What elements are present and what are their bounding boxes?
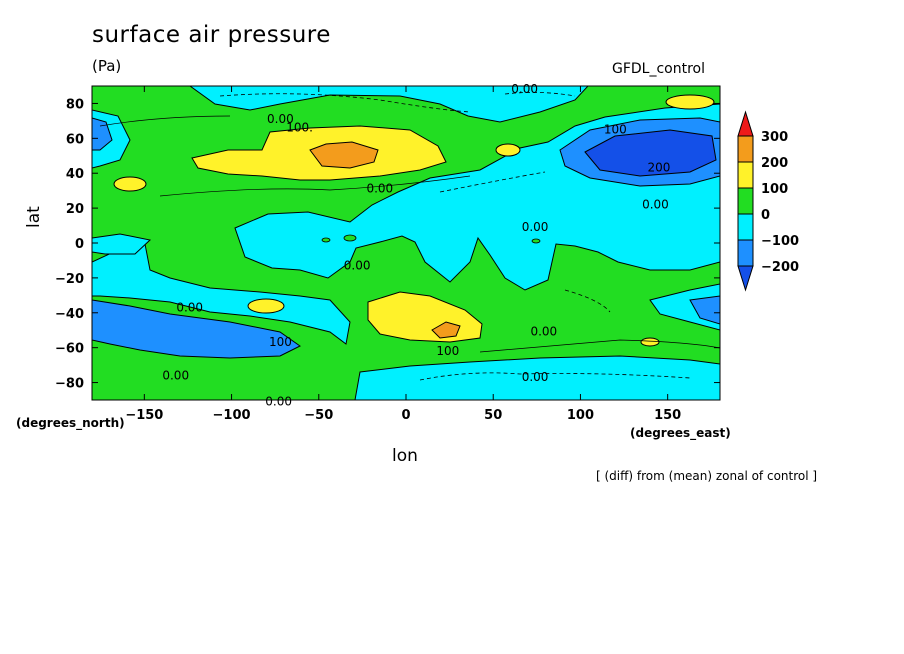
y-tick-label: 80 (66, 97, 84, 112)
field-south-west (92, 243, 351, 345)
contour-neg-d (439, 171, 546, 193)
contour-neg-a (219, 93, 471, 113)
contour-pos-c (99, 115, 231, 127)
colorbar-top-arrow (737, 110, 754, 137)
contour-label: 0.00 (366, 182, 393, 196)
contour-label: 0.00 (522, 220, 549, 234)
field-west-cap-low (92, 117, 113, 151)
colorbar-label: −200 (761, 260, 799, 275)
contour-label: 0.00 (265, 394, 292, 408)
chart-units: (Pa) (92, 57, 122, 75)
x-tick-label: 0 (401, 408, 410, 423)
contour-neg-e (564, 289, 611, 313)
field-high-a (113, 176, 147, 192)
chart-title: surface air pressure (92, 22, 331, 48)
model-label: GFDL_control (612, 61, 706, 77)
y-tick-label: −20 (55, 272, 84, 287)
y-tick-label: −60 (55, 342, 84, 357)
y-tick-label: 40 (66, 167, 84, 182)
contour-label: 0.00 (176, 300, 203, 314)
field-blob-a (343, 234, 357, 242)
x-tick-label: −100 (213, 408, 251, 423)
field-west-eq (92, 233, 152, 255)
colorbar-swatch (737, 213, 754, 241)
field-high-d (665, 94, 715, 110)
colorbar-label: 0 (761, 208, 770, 223)
y-tick-label: 0 (75, 237, 84, 252)
field-se-low (689, 295, 720, 325)
colorbar-swatch (737, 135, 754, 163)
field-south-peak (431, 321, 461, 339)
contour-neg-c (419, 372, 691, 381)
colorbar-label: 300 (761, 130, 788, 145)
y-tick-label: 20 (66, 202, 84, 217)
caption: [ (diff) from (mean) zonal of control ] (596, 469, 818, 483)
x-axis-label: lon (392, 446, 418, 466)
field-north-cap (189, 86, 589, 123)
colorbar-swatch (737, 239, 754, 267)
contour-label: 100 (604, 122, 627, 136)
x-tick-label: −50 (304, 408, 333, 423)
contour-label: 0.00 (522, 370, 549, 384)
contour-pos-a (159, 175, 471, 197)
field-blob-c (531, 238, 541, 244)
y-tick-label: −40 (55, 307, 84, 322)
contour-label: 0.00 (162, 368, 189, 382)
contour-label: 0.00 (344, 258, 371, 272)
contour-label: 200 (647, 161, 670, 175)
field-north-peak (309, 141, 379, 169)
contour-label: 100 (436, 344, 459, 358)
contour-label: 100. (286, 121, 313, 135)
colorbar-bottom-arrow (737, 265, 754, 292)
field-high-e (640, 337, 660, 347)
contour-label: 0.00 (511, 82, 538, 96)
field-blob-b (321, 237, 331, 243)
field-high-c (495, 143, 521, 157)
colorbar: 300 200 100 0 −100 −200 (737, 110, 799, 292)
contour-label: 0.00 (267, 112, 294, 126)
field-south-low (92, 299, 301, 359)
contour-label: 0.00 (642, 197, 669, 211)
colorbar-label: 200 (761, 156, 788, 171)
x-tick-label: −150 (125, 408, 163, 423)
field-south-cap (354, 355, 720, 400)
colorbar-label: −100 (761, 234, 799, 249)
contour-neg-b (504, 92, 576, 97)
contour-label: 100 (269, 335, 292, 349)
x-tick-label: 100 (567, 408, 594, 423)
field-east-core (584, 129, 717, 177)
plot-area (92, 86, 720, 400)
colorbar-label: 100 (761, 182, 788, 197)
field-high-b (247, 298, 285, 314)
x-tick-label: 150 (654, 408, 681, 423)
y-tick-label: 60 (66, 132, 84, 147)
contour-pos-b (479, 339, 720, 353)
y-axis-units: (degrees_north) (16, 416, 125, 430)
colorbar-swatch (737, 187, 754, 215)
y-tick-label: −80 (55, 377, 84, 392)
x-axis-units: (degrees_east) (630, 426, 731, 440)
x-ticks: −150 −100 −50 0 50 100 150 (125, 86, 681, 423)
x-tick-label: 50 (484, 408, 502, 423)
colorbar-swatch (737, 161, 754, 189)
contour-label: 0.00 (530, 325, 557, 339)
